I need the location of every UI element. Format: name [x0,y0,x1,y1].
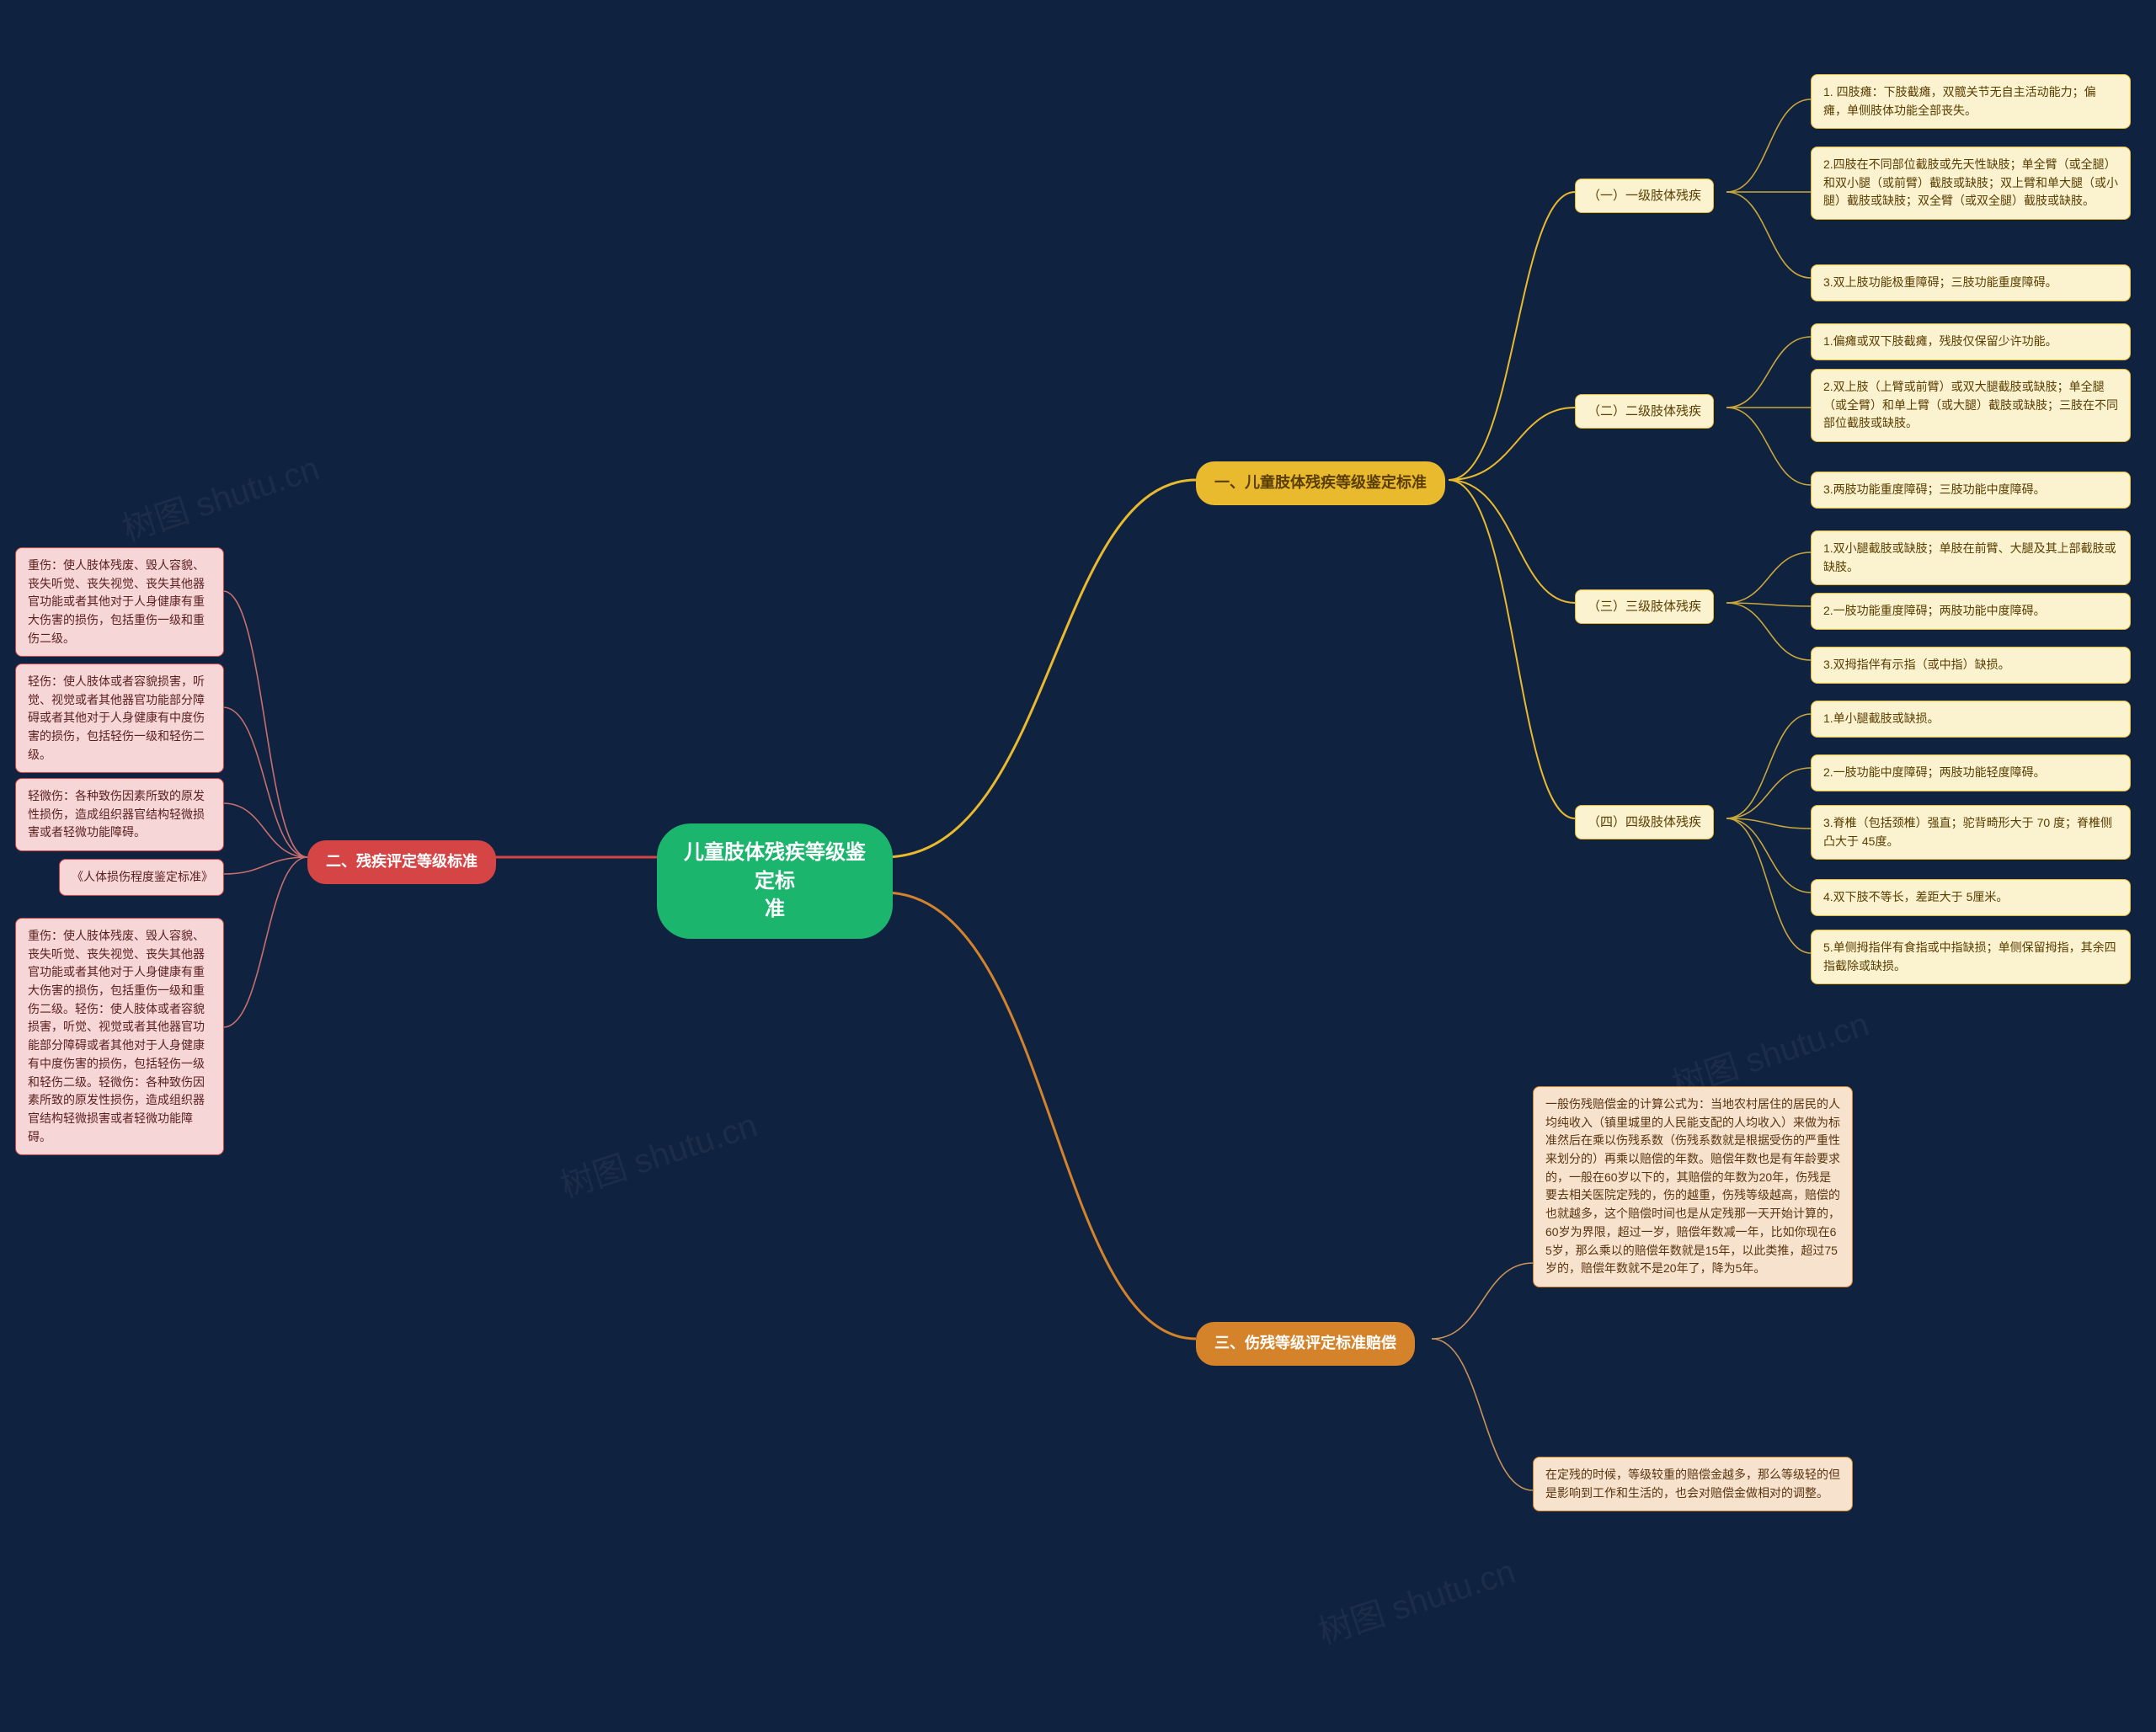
sec3-leaf-1: 一般伤残赔偿金的计算公式为：当地农村居住的居民的人均纯收入（镇里城里的人民能支配… [1533,1086,1853,1287]
sec2-leaf-3: 轻微伤：各种致伤因素所致的原发性损伤，造成组织器官结构轻微损害或者轻微功能障碍。 [15,778,224,851]
sec3-leaf-2: 在定残的时候，等级较重的赔偿金越多，那么等级轻的但是影响到工作和生活的，也会对赔… [1533,1457,1853,1511]
leaf-4-5: 5.单侧拇指伴有食指或中指缺损；单侧保留拇指，其余四指截除或缺损。 [1811,930,2131,984]
section-1[interactable]: 一、儿童肢体残疾等级鉴定标准 [1196,461,1445,505]
leaf-1-1: 1. 四肢瘫：下肢截瘫，双髋关节无自主活动能力；偏瘫，单侧肢体功能全部丧失。 [1811,74,2131,129]
sec2-leaf-1: 重伤：使人肢体残废、毁人容貌、丧失听觉、丧失视觉、丧失其他器官功能或者其他对于人… [15,547,224,657]
leaf-4-4: 4.双下肢不等长，差距大于 5厘米。 [1811,879,2131,916]
group-3-title[interactable]: （三）三级肢体残疾 [1575,589,1714,624]
watermark: 树图 shutu.cn [115,441,324,551]
group-1-title[interactable]: （一）一级肢体残疾 [1575,179,1714,213]
leaf-2-1: 1.偏瘫或双下肢截瘫，残肢仅保留少许功能。 [1811,323,2131,360]
leaf-2-3: 3.两肢功能重度障碍；三肢功能中度障碍。 [1811,472,2131,509]
leaf-4-2: 2.一肢功能中度障碍；两肢功能轻度障碍。 [1811,754,2131,791]
leaf-3-1: 1.双小腿截肢或缺肢；单肢在前臂、大腿及其上部截肢或缺肢。 [1811,530,2131,585]
sec2-leaf-2: 轻伤：使人肢体或者容貌损害，听觉、视觉或者其他器官功能部分障碍或者其他对于人身健… [15,663,224,773]
leaf-1-3: 3.双上肢功能极重障碍；三肢功能重度障碍。 [1811,264,2131,301]
sec2-leaf-4: 《人体损伤程度鉴定标准》 [59,859,224,896]
leaf-4-1: 1.单小腿截肢或缺损。 [1811,701,2131,738]
leaf-2-2: 2.双上肢（上臂或前臂）或双大腿截肢或缺肢；单全腿（或全臂）和单上臂（或大腿）截… [1811,369,2131,442]
watermark: 树图 shutu.cn [553,1098,762,1207]
group-4-title[interactable]: （四）四级肢体残疾 [1575,805,1714,839]
leaf-4-3: 3.脊椎（包括颈椎）强直；驼背畸形大于 70 度；脊椎侧凸大于 45度。 [1811,805,2131,860]
group-2-title[interactable]: （二）二级肢体残疾 [1575,394,1714,429]
root-node[interactable]: 儿童肢体残疾等级鉴定标准 [657,823,893,939]
sec2-leaf-5: 重伤：使人肢体残废、毁人容貌、丧失听觉、丧失视觉、丧失其他器官功能或者其他对于人… [15,918,224,1155]
leaf-3-3: 3.双拇指伴有示指（或中指）缺损。 [1811,647,2131,684]
leaf-1-2: 2.四肢在不同部位截肢或先天性缺肢；单全臂（或全腿）和双小腿（或前臂）截肢或缺肢… [1811,147,2131,220]
section-3[interactable]: 三、伤残等级评定标准赔偿 [1196,1322,1415,1366]
section-2[interactable]: 二、残疾评定等级标准 [307,840,496,884]
watermark: 树图 shutu.cn [1311,1544,1520,1654]
leaf-3-2: 2.一肢功能重度障碍；两肢功能中度障碍。 [1811,593,2131,630]
